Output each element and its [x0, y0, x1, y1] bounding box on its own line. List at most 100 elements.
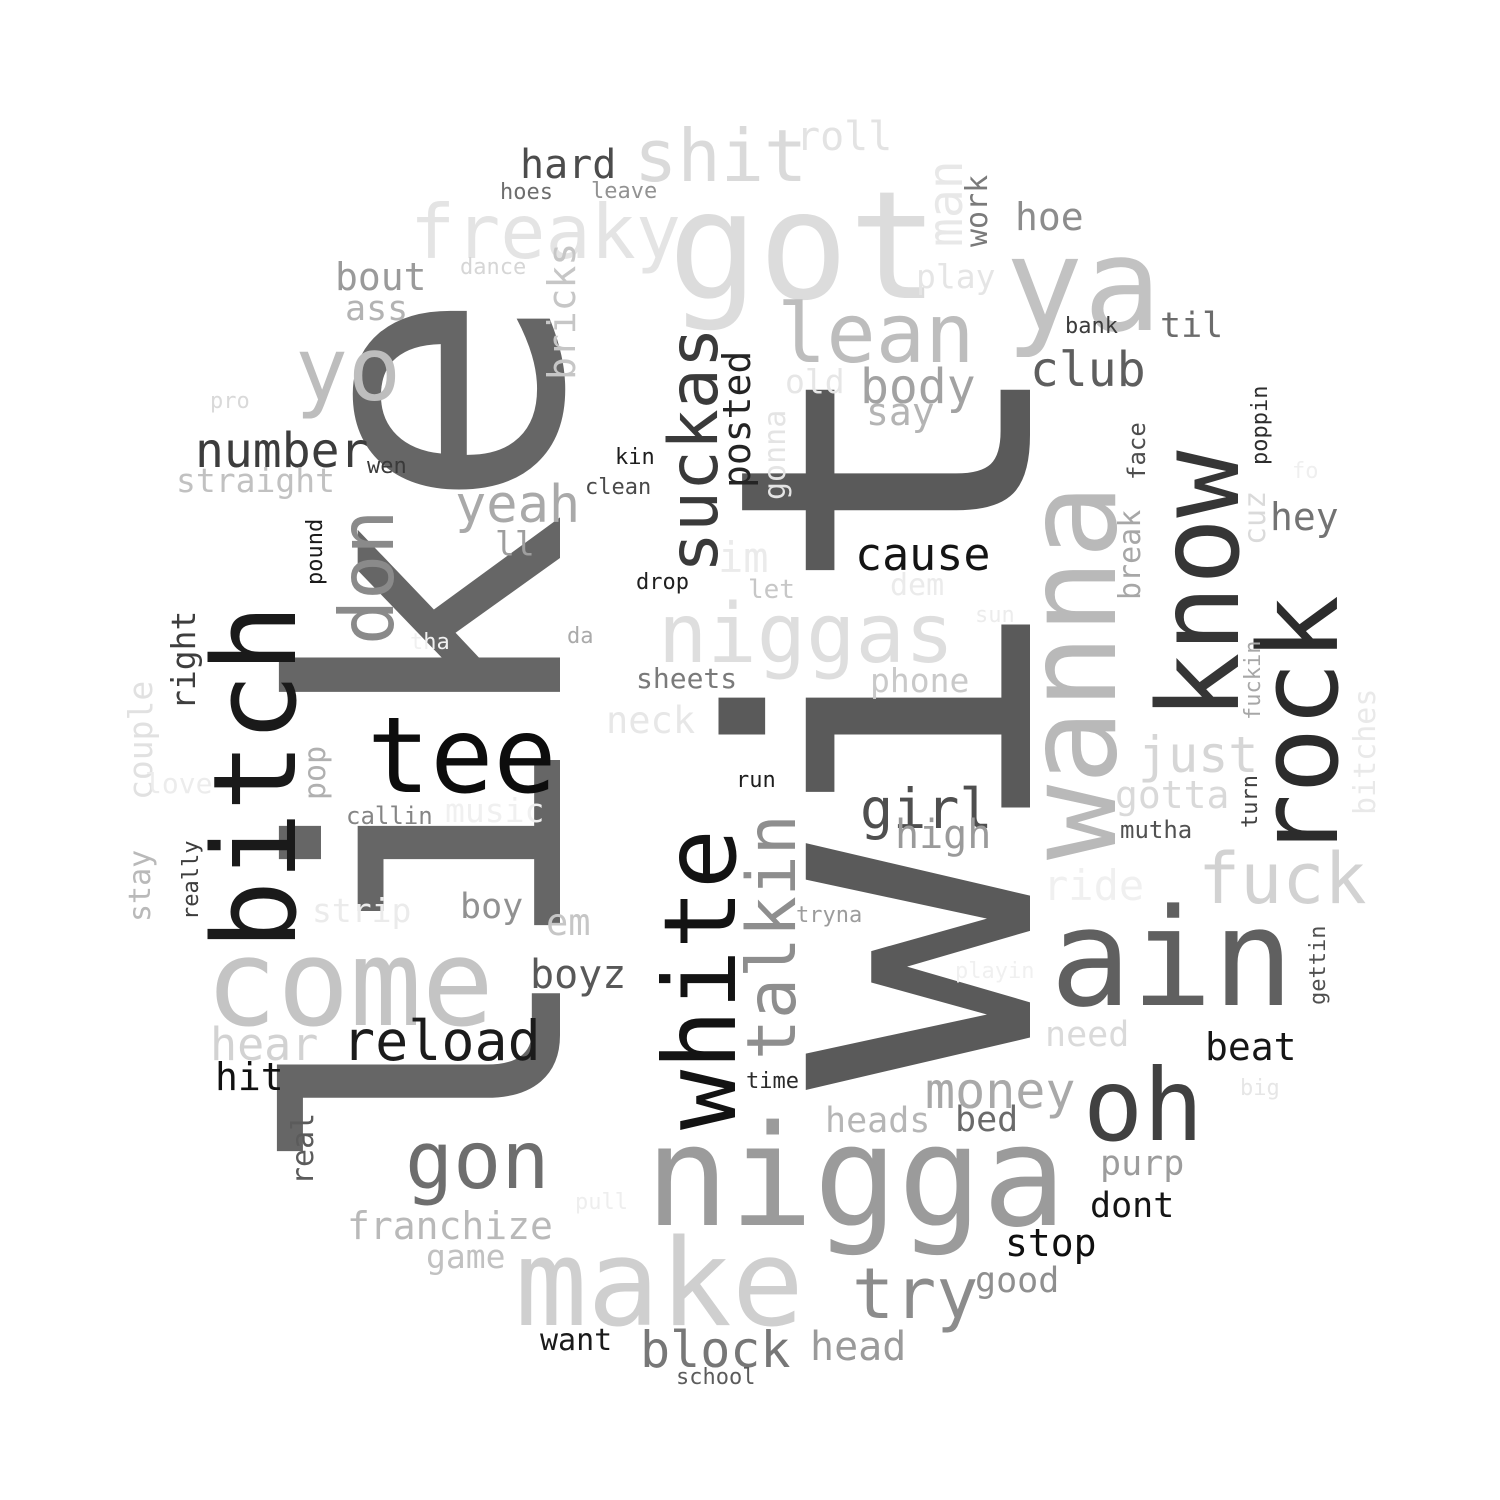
word-make: make	[515, 1215, 804, 1354]
word-bitches: bitches	[1348, 689, 1383, 815]
word-girl: girl	[860, 777, 992, 841]
word-tha: tha	[410, 630, 450, 655]
word-ain: ain	[1050, 880, 1294, 1037]
word-body: body	[860, 359, 976, 415]
word-reload: reload	[342, 1009, 541, 1073]
word-pull: pull	[575, 1190, 628, 1215]
word-ll: ll	[495, 524, 535, 563]
word-shit: shit	[634, 114, 807, 198]
word-oh: oh	[1083, 1047, 1203, 1164]
word-playin: playin	[955, 959, 1034, 984]
word-franchize: franchize	[347, 1204, 553, 1248]
word-tryna: tryna	[796, 903, 862, 928]
word-ass: ass	[345, 289, 408, 329]
word-cuz: cuz	[1238, 491, 1273, 545]
word-heads: heads	[825, 1101, 930, 1141]
word-posted: posted	[715, 351, 759, 488]
word-play: play	[916, 257, 995, 296]
word-kin: kin	[615, 445, 655, 470]
word-lean: lean	[777, 287, 974, 382]
word-suckas: suckas	[655, 327, 734, 573]
word-real: real	[286, 1113, 321, 1185]
word-wen: wen	[367, 454, 407, 479]
word-clean: clean	[585, 475, 651, 500]
word-know: know	[1135, 450, 1265, 720]
word-mutha: mutha	[1120, 816, 1192, 844]
word-dance: dance	[460, 255, 526, 280]
word-really: really	[179, 841, 204, 920]
word-wanna: wanna	[1000, 484, 1145, 860]
word-roll: roll	[796, 114, 892, 160]
word-freaky: freaky	[410, 188, 681, 276]
word-phone: phone	[870, 661, 969, 700]
word-fo: fo	[1292, 459, 1319, 484]
word-ya: ya	[1005, 209, 1162, 361]
word-purp: purp	[1100, 1144, 1184, 1184]
word-gon: gon	[405, 1114, 550, 1207]
word-game: game	[426, 1237, 505, 1276]
word-hoe: hoe	[1015, 195, 1084, 239]
word-til: til	[1160, 306, 1223, 346]
word-time: time	[746, 1069, 799, 1094]
word-just: just	[1138, 726, 1258, 784]
word-club: club	[1030, 342, 1146, 398]
word-got: got	[668, 160, 939, 334]
word-let: let	[748, 575, 795, 605]
word-rock: rock	[1235, 595, 1363, 860]
word-say: say	[866, 390, 935, 434]
word-boyz: boyz	[530, 952, 626, 998]
word-number: number	[195, 423, 368, 479]
word-hit: hit	[215, 1055, 284, 1099]
word-stop: stop	[1005, 1221, 1097, 1265]
word-don: don	[323, 510, 411, 645]
word-talkin: talkin	[733, 814, 812, 1060]
word-big: big	[1240, 1076, 1280, 1101]
word-sun: sun	[975, 603, 1015, 628]
word-bricks: bricks	[540, 243, 584, 380]
word-beat: beat	[1205, 1025, 1297, 1069]
word-block: block	[640, 1321, 791, 1379]
word-love: love	[145, 767, 212, 800]
word-tee: tee	[367, 695, 557, 817]
word-pound: pound	[303, 519, 328, 585]
word-nigga: nigga	[645, 1096, 1066, 1259]
word-cause: cause	[855, 528, 990, 581]
word-white: white	[642, 829, 759, 1130]
word-come: come	[205, 915, 494, 1054]
word-im: im	[718, 533, 769, 582]
word-straight: straight	[176, 461, 335, 500]
word-stay: stay	[123, 850, 158, 922]
word-hey: hey	[1270, 495, 1339, 539]
word-run: run	[736, 768, 776, 793]
word-gettin: gettin	[1306, 926, 1331, 1005]
word-yo: yo	[295, 318, 401, 421]
word-turn: turn	[1238, 775, 1263, 828]
word-high: high	[895, 812, 991, 858]
word-want: want	[540, 1323, 612, 1358]
word-gonna: gonna	[758, 410, 793, 500]
word-dem: dem	[890, 568, 944, 603]
word-bed: bed	[955, 1100, 1018, 1140]
word-neck: neck	[606, 699, 695, 742]
word-need: need	[1045, 1015, 1129, 1055]
word-leave: leave	[591, 179, 657, 204]
word-couple: couple	[121, 681, 160, 800]
word-money: money	[925, 1062, 1076, 1120]
word-work: work	[960, 175, 995, 247]
word-strip: strip	[312, 891, 411, 930]
word-face: face	[1123, 422, 1151, 480]
word-school: school	[676, 1365, 755, 1390]
word-fuck: fuck	[1198, 838, 1367, 920]
word-man: man	[918, 160, 974, 247]
word-callin: callin	[346, 802, 433, 830]
word-break: break	[1113, 510, 1148, 600]
word-hear: hear	[210, 1018, 318, 1071]
word-hoes: hoes	[500, 180, 553, 205]
word-hard: hard	[520, 142, 616, 188]
word-old: old	[785, 362, 845, 401]
word-yeah: yeah	[455, 475, 580, 535]
word-wit: wit	[649, 349, 1127, 1090]
word-gotta: gotta	[1115, 773, 1229, 817]
word-pop: pop	[298, 746, 333, 800]
